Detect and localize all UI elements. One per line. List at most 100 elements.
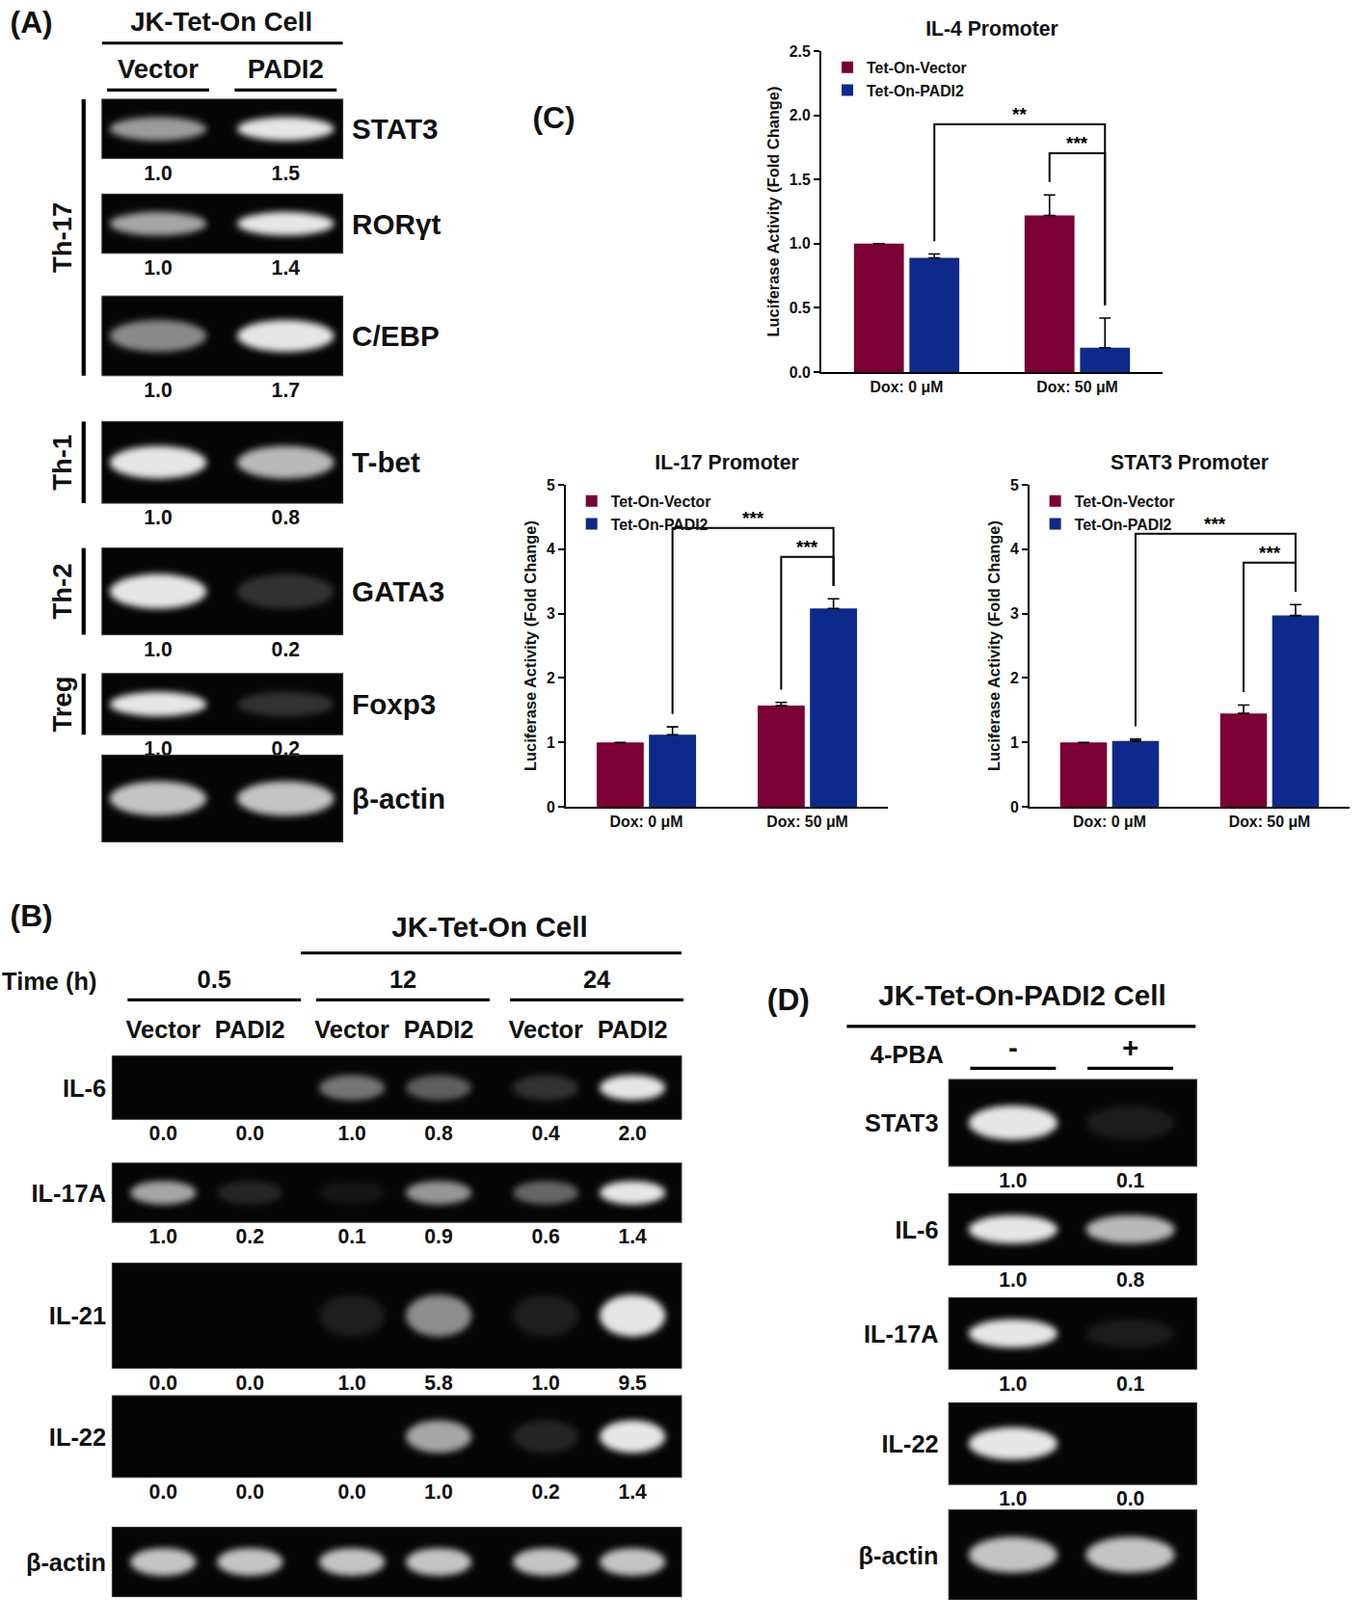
svg-text:0.0: 0.0 [337, 1480, 366, 1503]
svg-text:1.0: 1.0 [143, 378, 172, 402]
svg-text:***: *** [1204, 513, 1227, 535]
svg-text:Vector: Vector [117, 53, 199, 84]
svg-text:1.0: 1.0 [337, 1122, 366, 1145]
svg-text:1: 1 [1010, 733, 1019, 750]
svg-text:1.0: 1.0 [143, 506, 172, 529]
svg-text:0.0: 0.0 [236, 1371, 265, 1394]
svg-text:Tet-On-PADI2: Tet-On-PADI2 [611, 515, 709, 533]
svg-text:(A): (A) [10, 4, 54, 40]
svg-text:5: 5 [546, 476, 556, 493]
svg-text:5: 5 [1010, 476, 1019, 493]
svg-text:JK-Tet-On Cell: JK-Tet-On Cell [391, 910, 589, 943]
svg-text:Tet-On-Vector: Tet-On-Vector [611, 493, 712, 510]
svg-text:Vector: Vector [126, 1016, 202, 1044]
svg-text:JK-Tet-On-PADI2 Cell: JK-Tet-On-PADI2 Cell [878, 979, 1166, 1012]
svg-text:4: 4 [1010, 540, 1019, 558]
svg-text:1.0: 1.0 [424, 1480, 453, 1503]
svg-text:0.2: 0.2 [236, 1225, 265, 1248]
svg-text:2: 2 [1010, 669, 1019, 687]
svg-text:0.1: 0.1 [1116, 1372, 1146, 1395]
svg-text:GATA3: GATA3 [351, 575, 445, 608]
svg-text:1.0: 1.0 [531, 1371, 560, 1394]
svg-text:**: ** [1012, 104, 1027, 125]
svg-text:5.8: 5.8 [424, 1371, 454, 1394]
svg-text:0.8: 0.8 [424, 1122, 454, 1145]
svg-text:2: 2 [546, 669, 556, 687]
svg-text:Th-2: Th-2 [47, 563, 78, 620]
svg-text:β-actin: β-actin [857, 1542, 938, 1570]
svg-text:Luciferase Activity (Fold Chan: Luciferase Activity (Fold Change) [521, 520, 539, 772]
svg-text:0.8: 0.8 [1116, 1268, 1146, 1291]
svg-text:Luciferase Activity (Fold Chan: Luciferase Activity (Fold Change) [985, 520, 1003, 772]
svg-text:0.2: 0.2 [531, 1480, 560, 1503]
svg-text:Luciferase Activity (Fold Chan: Luciferase Activity (Fold Change) [764, 85, 782, 337]
svg-text:0.1: 0.1 [337, 1225, 367, 1248]
svg-text:-: - [1008, 1031, 1018, 1064]
svg-text:Th-17: Th-17 [47, 202, 78, 273]
svg-text:IL-22: IL-22 [881, 1430, 938, 1458]
svg-text:β-actin: β-actin [26, 1549, 107, 1577]
svg-text:4: 4 [546, 540, 556, 558]
svg-text:1: 1 [546, 733, 556, 750]
svg-text:STAT3: STAT3 [864, 1109, 939, 1137]
svg-text:2.5: 2.5 [789, 42, 811, 59]
svg-text:Dox: 0 μM: Dox: 0 μM [870, 378, 944, 396]
svg-text:1.0: 1.0 [998, 1268, 1027, 1291]
svg-text:STAT3 Promoter: STAT3 Promoter [1110, 451, 1269, 474]
svg-text:Tet-On-Vector: Tet-On-Vector [866, 59, 967, 77]
svg-text:Vector: Vector [508, 1016, 584, 1044]
svg-text:IL-17A: IL-17A [31, 1179, 108, 1207]
svg-text:Th-1: Th-1 [47, 434, 78, 491]
svg-text:3: 3 [1010, 605, 1019, 622]
svg-text:***: *** [796, 536, 819, 558]
svg-text:Tet-On-PADI2: Tet-On-PADI2 [866, 82, 964, 100]
svg-text:IL-6: IL-6 [62, 1074, 107, 1102]
svg-text:1.0: 1.0 [143, 638, 172, 661]
svg-text:1.0: 1.0 [337, 1371, 366, 1394]
svg-text:1.0: 1.0 [143, 161, 172, 185]
svg-text:Dox: 0 μM: Dox: 0 μM [1072, 813, 1147, 830]
svg-text:1.4: 1.4 [617, 1480, 647, 1503]
svg-text:IL-17A: IL-17A [863, 1320, 939, 1348]
svg-text:Foxp3: Foxp3 [351, 688, 436, 721]
svg-text:0.4: 0.4 [531, 1122, 561, 1145]
svg-text:0.5: 0.5 [197, 965, 232, 993]
svg-text:C/EBP: C/EBP [351, 320, 440, 352]
svg-text:0.0: 0.0 [149, 1371, 178, 1394]
svg-text:PADI2: PADI2 [214, 1016, 286, 1044]
svg-text:4-PBA: 4-PBA [870, 1041, 944, 1069]
svg-text:0.0: 0.0 [149, 1480, 178, 1503]
svg-text:+: + [1122, 1031, 1139, 1064]
svg-text:(D): (D) [767, 982, 810, 1018]
svg-text:IL-6: IL-6 [895, 1216, 939, 1244]
svg-text:PADI2: PADI2 [403, 1016, 475, 1044]
svg-text:(B): (B) [10, 898, 54, 934]
svg-text:(C): (C) [532, 100, 575, 135]
svg-text:0.0: 0.0 [149, 1122, 178, 1145]
svg-text:***: *** [742, 508, 765, 529]
svg-text:IL-22: IL-22 [49, 1423, 107, 1451]
svg-text:1.5: 1.5 [271, 161, 301, 185]
svg-text:***: *** [1066, 133, 1089, 154]
svg-text:0: 0 [546, 798, 556, 815]
svg-text:Dox: 50 μM: Dox: 50 μM [766, 813, 849, 830]
svg-text:Time (h): Time (h) [1, 967, 97, 995]
svg-text:JK-Tet-On Cell: JK-Tet-On Cell [130, 6, 313, 37]
svg-text:1.0: 1.0 [998, 1169, 1027, 1192]
svg-text:1.0: 1.0 [998, 1372, 1027, 1395]
svg-text:1.0: 1.0 [998, 1487, 1027, 1510]
svg-text:0.9: 0.9 [424, 1225, 453, 1248]
svg-text:Dox: 0 μM: Dox: 0 μM [609, 813, 683, 830]
svg-text:***: *** [1258, 542, 1282, 563]
svg-text:0.2: 0.2 [271, 638, 300, 661]
svg-text:0.0: 0.0 [236, 1480, 265, 1503]
svg-text:Dox: 50 μM: Dox: 50 μM [1036, 378, 1119, 396]
svg-text:1.0: 1.0 [789, 235, 811, 252]
svg-text:0.0: 0.0 [1116, 1487, 1145, 1510]
svg-text:Tet-On-Vector: Tet-On-Vector [1074, 493, 1176, 510]
svg-text:1.7: 1.7 [271, 378, 300, 402]
svg-text:0.8: 0.8 [271, 506, 301, 529]
svg-text:12: 12 [389, 965, 417, 993]
svg-text:0.1: 0.1 [1116, 1169, 1146, 1192]
svg-text:PADI2: PADI2 [247, 53, 324, 84]
